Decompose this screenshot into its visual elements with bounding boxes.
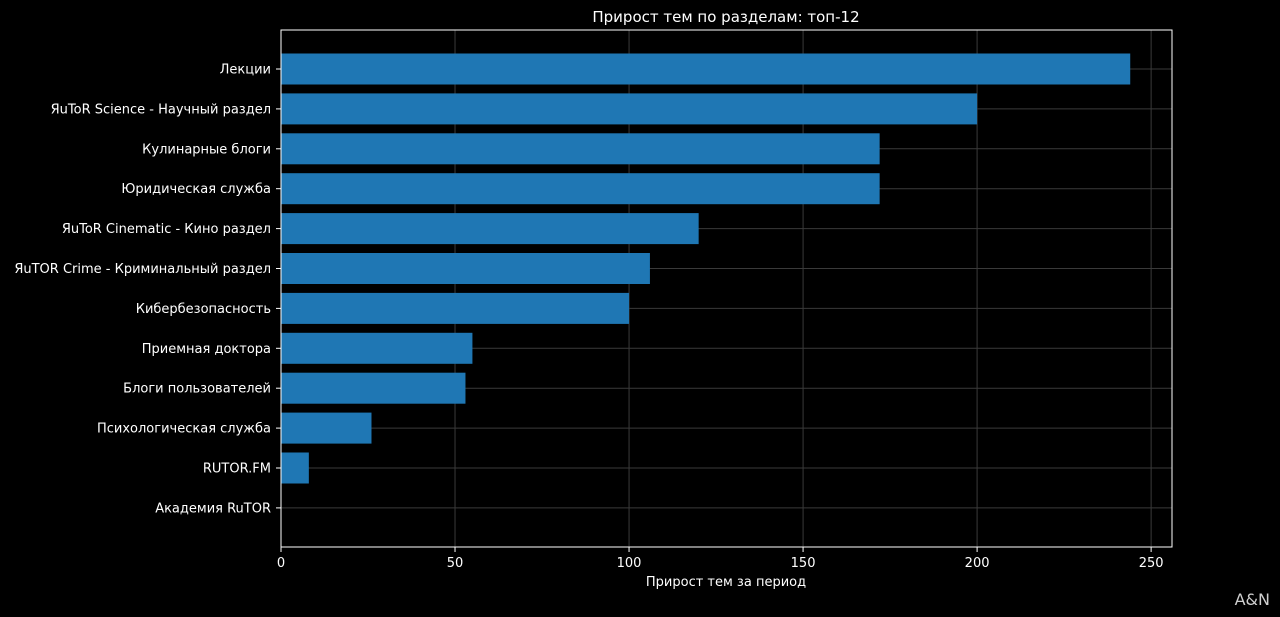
bar [281,173,880,205]
category-label: Приемная доктора [142,342,271,357]
category-label: Лекции [220,63,271,78]
x-tick-label: 100 [617,556,642,571]
category-label: Блоги пользователей [123,382,271,397]
category-label: ЯuTOR Crime - Криминальный раздел [14,262,271,277]
x-tick-label: 150 [791,556,816,571]
x-tick-label: 200 [965,556,990,571]
bar [281,452,309,484]
x-tick-label: 0 [277,556,285,571]
plot-frame [280,29,1173,548]
bar [281,213,699,245]
category-label: Кибербезопасность [136,302,271,317]
category-labels: Лекции ЯuToR Science - Научный раздел Кули… [14,63,281,516]
category-label: Юридическая служба [121,182,271,197]
bar [281,93,978,125]
x-tick-label: 50 [447,556,464,571]
bar [281,53,1131,85]
x-tick-label: 250 [1139,556,1164,571]
category-label: RUTOR.FM [203,462,271,477]
category-label: Академия RuTOR [155,501,271,516]
category-label: ЯuToR Science - Научный раздел [51,102,271,117]
category-label: Психологическая служба [97,422,271,437]
category-label: ЯuToR Cinematic - Кино раздел [62,222,271,237]
bar [281,372,466,404]
bar [281,133,880,165]
watermark: A&N [1234,590,1270,609]
bar [281,412,372,444]
chart-title: Прирост тем по разделам: топ-12 [592,8,859,26]
bar [281,332,473,364]
x-ticks: 0 50 100 150 200 250 [277,547,1164,571]
bar [281,253,650,284]
category-label: Кулинарные блоги [142,142,271,157]
bar [281,292,630,324]
bars [281,53,1131,484]
x-axis-label: Прирост тем за период [646,575,806,590]
